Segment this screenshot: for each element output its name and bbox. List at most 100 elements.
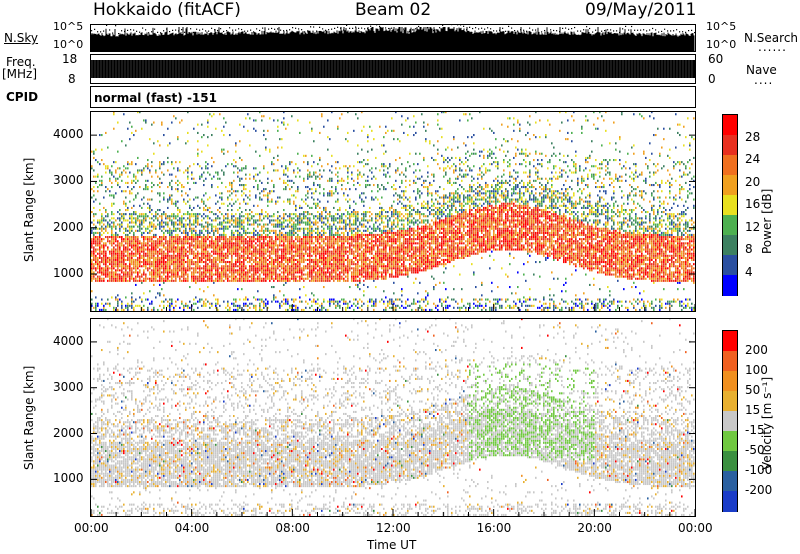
power-cell: [121, 252, 123, 255]
power-cell: [301, 238, 303, 241]
power-cell: [153, 283, 155, 286]
power-cell: [291, 225, 293, 228]
power-cell: [195, 252, 197, 255]
power-cell: [157, 252, 159, 255]
power-cell: [293, 181, 295, 184]
power-cell: [221, 267, 223, 270]
power-cell: [159, 223, 161, 226]
power-cell: [137, 217, 139, 220]
power-cell: [227, 304, 229, 307]
power-cell: [271, 223, 273, 226]
power-cell: [287, 279, 289, 282]
power-cell: [275, 219, 277, 222]
power-cell: [279, 233, 281, 236]
power-cell: [231, 240, 233, 243]
power-cell: [177, 209, 179, 212]
power-cell: [147, 308, 149, 311]
power-cell: [197, 277, 199, 280]
power-cell: [293, 263, 295, 266]
power-cell: [129, 273, 131, 276]
power-cell: [129, 242, 131, 245]
power-cell: [179, 267, 181, 270]
power-cell: [187, 200, 189, 203]
power-cell: [223, 269, 225, 272]
power-cell: [165, 240, 167, 243]
power-cell: [203, 277, 205, 280]
power-cell: [261, 250, 263, 253]
power-cell: [169, 269, 171, 272]
power-cell: [313, 229, 315, 232]
power-cell: [119, 209, 121, 212]
power-cell: [281, 267, 283, 270]
power-cell: [307, 246, 309, 249]
power-cell: [257, 244, 259, 247]
power-cell: [179, 229, 181, 232]
power-cell: [107, 302, 109, 305]
power-cell: [125, 258, 127, 261]
power-cell: [99, 163, 101, 166]
power-cell: [291, 115, 293, 118]
search-noise-dot: [280, 29, 282, 31]
power-cell: [177, 213, 179, 216]
power-cell: [319, 269, 321, 272]
power-cell: [129, 271, 131, 274]
power-cell: [237, 171, 239, 174]
power-cell: [197, 263, 199, 266]
power-cell: [317, 184, 319, 187]
power-cell: [171, 269, 173, 272]
power-cell: [231, 186, 233, 189]
power-cell: [297, 221, 299, 224]
power-cell: [171, 221, 173, 224]
power-cell: [221, 279, 223, 282]
power-cell: [269, 192, 271, 195]
power-cell: [165, 275, 167, 278]
power-cell: [211, 242, 213, 245]
power-cell: [143, 277, 145, 280]
power-cell: [103, 219, 105, 222]
power-cell: [319, 231, 321, 234]
power-cell: [129, 279, 131, 282]
power-cell: [309, 269, 311, 272]
power-cell: [231, 271, 233, 274]
power-cell: [189, 269, 191, 272]
power-cell: [199, 244, 201, 247]
power-cell: [155, 256, 157, 259]
power-cell: [203, 134, 205, 137]
power-cell: [247, 279, 249, 282]
power-cell: [125, 277, 127, 280]
power-cell: [109, 240, 111, 243]
power-cell: [257, 271, 259, 274]
power-cell: [267, 200, 269, 203]
power-cell: [235, 225, 237, 228]
power-cell: [135, 223, 137, 226]
power-cell: [295, 204, 297, 207]
power-cell: [253, 167, 255, 170]
power-cell: [309, 175, 311, 178]
power-cell: [291, 252, 293, 255]
power-cell: [109, 250, 111, 253]
power-cell: [229, 263, 231, 266]
power-cell: [247, 219, 249, 222]
power-cell: [231, 269, 233, 272]
power-cell: [127, 163, 129, 166]
power-cell: [221, 202, 223, 205]
power-cell: [233, 159, 235, 162]
power-cell: [213, 273, 215, 276]
power-cell: [195, 233, 197, 236]
power-cell: [101, 273, 103, 276]
power-cell: [171, 238, 173, 241]
power-cell: [307, 265, 309, 268]
power-cell: [251, 217, 253, 220]
power-cell: [103, 277, 105, 280]
power-cell: [257, 290, 259, 293]
power-cell: [97, 271, 99, 274]
power-cell: [263, 269, 265, 272]
power-cell: [127, 238, 129, 241]
power-cell: [219, 211, 221, 214]
power-cell: [189, 286, 191, 289]
noise-y-bottom: 10^0: [53, 38, 83, 51]
power-cell: [213, 265, 215, 268]
power-cell: [297, 258, 299, 261]
power-cell: [305, 236, 307, 239]
power-cell: [241, 271, 243, 274]
